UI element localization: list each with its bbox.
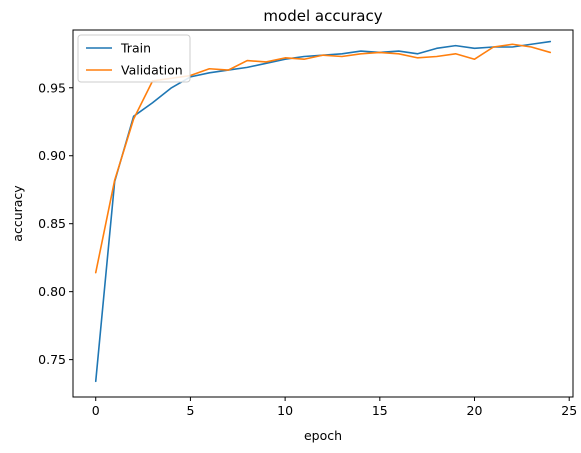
x-axis-label: epoch [304, 428, 342, 443]
x-axis-ticks: 0 5 10 15 20 25 [92, 397, 577, 418]
legend-label-validation: Validation [121, 63, 183, 78]
x-tick-label: 25 [561, 403, 577, 418]
y-tick-label: 0.95 [38, 80, 66, 95]
y-tick-label: 0.80 [38, 284, 66, 299]
plot-area [72, 29, 574, 398]
plot-frame [72, 29, 574, 398]
x-tick-label: 20 [467, 403, 483, 418]
legend-label-train: Train [120, 41, 151, 56]
chart-title: model accuracy [263, 7, 382, 25]
y-axis-ticks: 0.75 0.80 0.85 0.90 0.95 [38, 80, 73, 367]
y-tick-label: 0.90 [38, 148, 66, 163]
y-tick-label: 0.85 [38, 216, 66, 231]
y-tick-label: 0.75 [38, 352, 66, 367]
x-tick-label: 10 [277, 403, 293, 418]
x-tick-label: 0 [92, 403, 100, 418]
x-tick-label: 5 [186, 403, 194, 418]
x-tick-label: 15 [372, 403, 388, 418]
legend: Train Validation [77, 34, 191, 83]
y-axis-label: accuracy [10, 185, 25, 242]
